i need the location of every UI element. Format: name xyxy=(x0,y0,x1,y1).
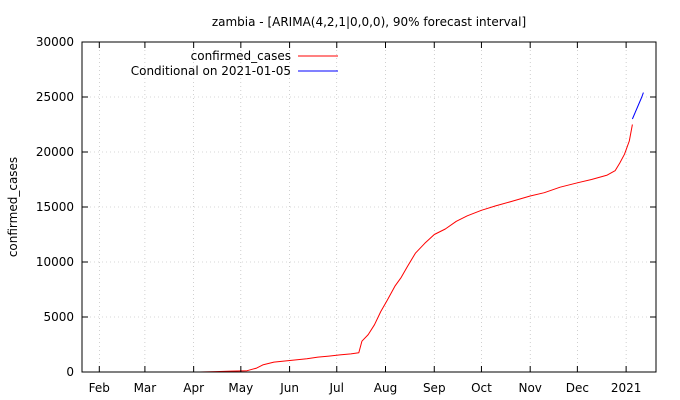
x-tick-label: Jun xyxy=(279,381,299,395)
legend-label-0: confirmed_cases xyxy=(191,49,291,63)
x-tick-label: Oct xyxy=(471,381,492,395)
y-tick-label: 20000 xyxy=(36,145,74,159)
y-axis-label: confirmed_cases xyxy=(6,157,20,257)
x-tick-label: Mar xyxy=(134,381,157,395)
plot-frame xyxy=(81,41,657,373)
x-tick-label: Sep xyxy=(423,381,446,395)
ticks: 0 5000 10000 15000 20000 25000 30000 Feb Mar Apr M… xyxy=(36,35,656,395)
x-tick-label: May xyxy=(228,381,253,395)
y-tick-label: 15000 xyxy=(36,200,74,214)
series-line-1 xyxy=(631,92,644,120)
y-tick-label: 25000 xyxy=(36,90,74,104)
x-tick-label: Feb xyxy=(89,381,110,395)
x-tick-label: Aug xyxy=(374,381,397,395)
grid xyxy=(82,42,656,372)
series-layer xyxy=(199,92,644,373)
x-tick-label: Dec xyxy=(566,381,589,395)
y-tick-label: 10000 xyxy=(36,255,74,269)
legend-label-1: Conditional on 2021-01-05 xyxy=(131,64,291,78)
x-tick-label: 2021 xyxy=(611,381,642,395)
x-tick-label: Nov xyxy=(518,381,541,395)
y-tick-label: 0 xyxy=(66,365,74,379)
chart-title: zambia - [ARIMA(4,2,1|0,0,0), 90% foreca… xyxy=(212,15,526,29)
x-tick-label: Jul xyxy=(329,381,344,395)
y-tick-label: 30000 xyxy=(36,35,74,49)
y-tick-label: 5000 xyxy=(43,310,74,324)
series-line-0 xyxy=(199,124,633,373)
x-tick-label: Apr xyxy=(183,381,204,395)
